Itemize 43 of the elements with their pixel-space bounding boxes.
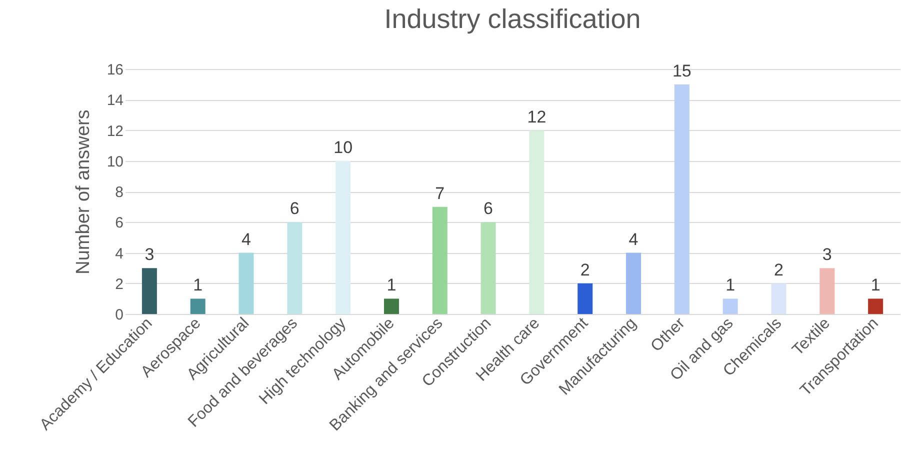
data-label: 10 (334, 138, 353, 157)
bar (480, 222, 496, 314)
bar (820, 268, 835, 314)
bar (771, 283, 786, 314)
y-tick-label: 4 (115, 245, 124, 262)
y-tick-label: 16 (106, 62, 124, 78)
data-label: 6 (484, 199, 494, 218)
bar (190, 298, 206, 314)
bar (287, 222, 302, 314)
y-tick-label: 12 (106, 122, 124, 140)
data-label: 1 (870, 276, 880, 295)
data-label: 4 (242, 230, 251, 249)
y-tick-label: 14 (106, 92, 124, 110)
y-tick-label: 6 (115, 214, 124, 232)
data-label: 7 (435, 184, 445, 203)
data-label: 4 (628, 230, 638, 249)
bar (529, 130, 544, 314)
data-label: 12 (527, 107, 546, 126)
data-label: 3 (822, 245, 832, 264)
chart-title: Industry classification (384, 4, 641, 34)
y-tick-label: 10 (106, 153, 124, 170)
bar (578, 283, 593, 314)
y-axis-title: Number of answers (72, 110, 94, 274)
bar (336, 160, 351, 314)
bar (868, 298, 884, 314)
bar (238, 252, 254, 314)
y-tick-label: 2 (115, 276, 124, 293)
data-label: 15 (672, 61, 692, 80)
data-label: 1 (386, 276, 396, 295)
bar (432, 206, 448, 314)
bar (674, 84, 690, 314)
bar (626, 252, 642, 314)
data-label: 2 (774, 260, 784, 280)
data-label: 2 (580, 260, 590, 280)
y-tick-label: 8 (115, 184, 124, 201)
y-tick-label: 0 (115, 306, 124, 324)
bar (722, 298, 738, 314)
bar (142, 268, 157, 314)
data-label: 1 (726, 276, 736, 295)
data-label: 3 (144, 245, 154, 264)
data-label: 6 (290, 199, 300, 218)
bar (384, 298, 399, 314)
data-label: 1 (193, 276, 203, 295)
